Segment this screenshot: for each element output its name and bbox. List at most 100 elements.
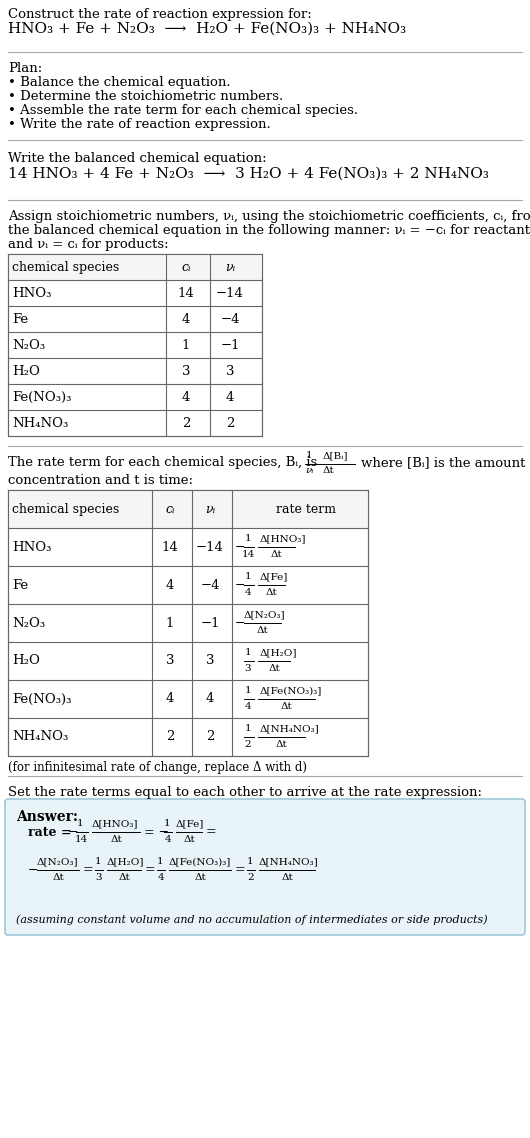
Text: N₂O₃: N₂O₃ <box>12 338 45 352</box>
Text: Δt: Δt <box>118 873 130 882</box>
Text: Δt: Δt <box>280 702 293 711</box>
Text: 1: 1 <box>157 857 163 866</box>
Bar <box>8 254 262 280</box>
Text: where [Bᵢ] is the amount: where [Bᵢ] is the amount <box>361 456 525 469</box>
Text: =: = <box>235 864 245 876</box>
Text: 4: 4 <box>245 702 251 711</box>
Text: Δt: Δt <box>183 835 195 844</box>
Text: H₂O: H₂O <box>12 654 40 668</box>
Text: −: − <box>28 864 39 876</box>
Text: Δ[Fe]: Δ[Fe] <box>260 572 288 582</box>
Text: 1: 1 <box>245 724 251 733</box>
Text: 3: 3 <box>206 654 214 668</box>
Text: =: = <box>145 864 156 876</box>
Text: 2: 2 <box>182 417 190 429</box>
Bar <box>8 490 368 756</box>
Text: −1: −1 <box>200 617 220 629</box>
Text: Δt: Δt <box>194 873 206 882</box>
Bar <box>8 490 368 528</box>
Text: 2: 2 <box>166 731 174 743</box>
Text: 1: 1 <box>95 857 101 866</box>
Text: Set the rate terms equal to each other to arrive at the rate expression:: Set the rate terms equal to each other t… <box>8 786 482 799</box>
Text: 2: 2 <box>226 417 234 429</box>
Text: Fe(NO₃)₃: Fe(NO₃)₃ <box>12 693 72 706</box>
Text: Δt: Δt <box>323 465 335 475</box>
Text: • Determine the stoichiometric numbers.: • Determine the stoichiometric numbers. <box>8 90 283 104</box>
Text: νᵢ: νᵢ <box>225 261 235 273</box>
Text: Answer:: Answer: <box>16 810 78 824</box>
Text: 1: 1 <box>164 819 170 828</box>
Text: 3: 3 <box>166 654 174 668</box>
Text: 1: 1 <box>182 338 190 352</box>
Text: −: − <box>235 617 245 629</box>
Text: 3: 3 <box>226 364 234 378</box>
Text: 3: 3 <box>245 663 251 673</box>
Text: concentration and t is time:: concentration and t is time: <box>8 475 193 487</box>
Text: Δt: Δt <box>276 740 287 749</box>
Text: 1: 1 <box>166 617 174 629</box>
Text: −14: −14 <box>196 541 224 553</box>
Text: Δt: Δt <box>110 835 122 844</box>
Text: cᵢ: cᵢ <box>165 503 175 516</box>
Text: 3: 3 <box>182 364 190 378</box>
Bar <box>8 254 262 436</box>
Text: Δ[Fe(NO₃)₃]: Δ[Fe(NO₃)₃] <box>169 857 232 866</box>
Text: rate term: rate term <box>276 503 336 516</box>
Text: rate =: rate = <box>28 825 76 839</box>
Text: (for infinitesimal rate of change, replace Δ with d): (for infinitesimal rate of change, repla… <box>8 761 307 774</box>
Text: 4: 4 <box>158 873 164 882</box>
Text: 1: 1 <box>245 686 251 695</box>
Text: Construct the rate of reaction expression for:: Construct the rate of reaction expressio… <box>8 8 312 20</box>
Text: 14 HNO₃ + 4 Fe + N₂O₃  ⟶  3 H₂O + 4 Fe(NO₃)₃ + 2 NH₄NO₃: 14 HNO₃ + 4 Fe + N₂O₃ ⟶ 3 H₂O + 4 Fe(NO₃… <box>8 167 489 181</box>
Text: 2: 2 <box>248 873 254 882</box>
Text: Assign stoichiometric numbers, νᵢ, using the stoichiometric coefficients, cᵢ, fr: Assign stoichiometric numbers, νᵢ, using… <box>8 211 530 223</box>
Text: Δt: Δt <box>257 626 268 635</box>
Text: Δ[HNO₃]: Δ[HNO₃] <box>260 534 306 543</box>
Text: νᵢ: νᵢ <box>205 503 215 516</box>
Text: 14: 14 <box>162 541 179 553</box>
Text: Δt: Δt <box>266 588 277 597</box>
Text: Δt: Δt <box>52 873 64 882</box>
Text: 14: 14 <box>178 287 195 299</box>
Text: 1: 1 <box>245 534 251 543</box>
Text: Δ[NH₄NO₃]: Δ[NH₄NO₃] <box>259 857 319 866</box>
Text: chemical species: chemical species <box>12 503 119 516</box>
Text: NH₄NO₃: NH₄NO₃ <box>12 731 68 743</box>
Text: −: − <box>235 541 245 553</box>
Text: • Write the rate of reaction expression.: • Write the rate of reaction expression. <box>8 118 271 131</box>
Text: = −: = − <box>144 825 169 839</box>
Text: 1: 1 <box>246 857 253 866</box>
Text: Plan:: Plan: <box>8 61 42 75</box>
Text: Δ[H₂O]: Δ[H₂O] <box>260 648 297 657</box>
Text: chemical species: chemical species <box>12 261 119 273</box>
Text: (assuming constant volume and no accumulation of intermediates or side products): (assuming constant volume and no accumul… <box>16 914 488 924</box>
Text: −: − <box>68 825 78 839</box>
Text: 14: 14 <box>74 835 87 844</box>
Text: 2: 2 <box>206 731 214 743</box>
Text: −: − <box>235 578 245 592</box>
Text: 3: 3 <box>96 873 102 882</box>
Text: −1: −1 <box>220 338 240 352</box>
Text: Δ[HNO₃]: Δ[HNO₃] <box>92 819 138 828</box>
Text: Δ[NH₄NO₃]: Δ[NH₄NO₃] <box>260 724 320 733</box>
Text: cᵢ: cᵢ <box>181 261 191 273</box>
Text: =: = <box>206 825 217 839</box>
Text: 1: 1 <box>245 572 251 582</box>
Text: 4: 4 <box>226 390 234 404</box>
Text: Fe: Fe <box>12 578 28 592</box>
Text: Δ[Bᵢ]: Δ[Bᵢ] <box>323 451 349 460</box>
Text: Δ[H₂O]: Δ[H₂O] <box>107 857 145 866</box>
Text: Δ[N₂O₃]: Δ[N₂O₃] <box>244 610 286 619</box>
Text: the balanced chemical equation in the following manner: νᵢ = −cᵢ for reactants: the balanced chemical equation in the fo… <box>8 224 530 237</box>
Text: =: = <box>83 864 94 876</box>
Text: Δt: Δt <box>268 663 280 673</box>
Text: HNO₃: HNO₃ <box>12 287 51 299</box>
Text: Δ[N₂O₃]: Δ[N₂O₃] <box>37 857 78 866</box>
Text: 1: 1 <box>77 819 83 828</box>
Text: 4: 4 <box>206 693 214 706</box>
Text: Write the balanced chemical equation:: Write the balanced chemical equation: <box>8 152 267 165</box>
Text: 4: 4 <box>245 588 251 597</box>
Text: • Assemble the rate term for each chemical species.: • Assemble the rate term for each chemic… <box>8 104 358 117</box>
Text: −4: −4 <box>220 313 240 325</box>
Text: 14: 14 <box>241 550 254 559</box>
